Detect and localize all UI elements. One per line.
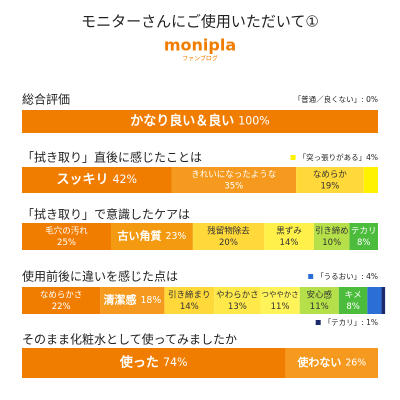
segment-value: 11% <box>310 302 329 312</box>
bar-segment <box>264 223 314 250</box>
segment-value: 13% <box>228 302 247 312</box>
bar-segment <box>285 348 378 378</box>
bar-segment <box>111 223 193 250</box>
segment-value: 20% <box>219 238 238 248</box>
section-title: 「拭き取り」で意識したケアは <box>22 207 190 222</box>
segment-value: 14% <box>180 302 199 312</box>
segment-value: 26% <box>345 358 366 369</box>
segment-value: 100% <box>238 115 270 128</box>
segment-value: 11% <box>271 302 290 312</box>
section-title: 総合評価 <box>22 92 70 107</box>
segment-value: 14% <box>280 238 299 248</box>
segment-label: 黒ずみ <box>276 226 302 237</box>
bar-segment <box>349 223 378 250</box>
segment-value: 35% <box>224 182 243 192</box>
segment-label: テカリ <box>351 227 377 237</box>
note: 「テカリ」: 1% <box>324 318 378 327</box>
bar-segment <box>313 223 350 250</box>
bar-segment <box>381 287 386 314</box>
segment-label: きれいになったような <box>191 170 276 180</box>
segment-value: 18% <box>140 295 161 306</box>
note: 「突っ張りがある」4% <box>299 152 378 162</box>
segment-label: スッキリ <box>56 173 108 188</box>
bar-segment <box>164 287 215 314</box>
logo-sub: ファンブログ <box>182 55 218 63</box>
segment-label: なめらか <box>313 170 348 180</box>
segment-value: 10% <box>322 238 341 248</box>
bar-segment <box>100 287 165 314</box>
segment-label: なめらかさ <box>40 291 83 301</box>
segment-value: 22% <box>52 302 71 312</box>
segment-label: 引き締め <box>315 226 349 236</box>
segment-value: 23% <box>166 231 187 242</box>
segment-label: キメ <box>345 291 362 301</box>
page-title: モニターさんにご使用いただいて① <box>81 13 319 31</box>
segment-value: 42% <box>112 173 137 186</box>
section-title: そのまま化粧水として使ってみましたか <box>22 332 237 347</box>
note-swatch <box>290 155 296 160</box>
segment-label: 清潔感 <box>103 293 136 307</box>
segment-label: 使った <box>119 355 159 371</box>
note-swatch <box>315 320 321 325</box>
segment-label: 引き締まり <box>168 290 211 301</box>
segment-value: 19% <box>320 182 339 192</box>
segment-value: 8% <box>357 238 371 248</box>
bar-segment <box>22 110 378 133</box>
segment-label: かなり良い＆良い <box>130 113 234 129</box>
note-swatch <box>308 274 314 279</box>
bar-segment <box>22 348 286 378</box>
bar-segment <box>22 167 172 193</box>
bar-segment <box>260 287 300 314</box>
bar-segment <box>22 287 101 314</box>
bar-segment <box>299 287 339 314</box>
section-title: 使用前後に違いを感じた点は <box>22 269 178 284</box>
bar-segment <box>192 223 265 250</box>
bar-segment <box>296 167 364 193</box>
bar-segment <box>363 167 378 193</box>
note: 「普通／良くない」: 0% <box>294 94 378 104</box>
segment-value: 74% <box>163 356 188 369</box>
segment-label: 使わない <box>296 355 341 369</box>
segment-label: 安心感 <box>307 290 333 301</box>
segment-label: 毛穴の汚れ <box>45 226 88 237</box>
segment-value: 8% <box>346 302 360 312</box>
bar-segment <box>171 167 297 193</box>
segment-label: やわらかさ <box>216 291 259 301</box>
segment-label: 残留物除去 <box>207 226 250 237</box>
bar-segment <box>338 287 368 314</box>
section-title: 「拭き取り」直後に感じたことは <box>22 150 202 165</box>
logo: monipla <box>164 36 236 55</box>
bar-segment <box>214 287 261 314</box>
note: 「うるおい」: 4% <box>316 272 378 281</box>
bar-segment <box>22 223 111 250</box>
segment-label: 古い角質 <box>118 229 162 243</box>
bar-segment <box>367 287 382 314</box>
segment-value: 25% <box>57 238 76 248</box>
segment-label: つややかさ <box>262 290 299 299</box>
